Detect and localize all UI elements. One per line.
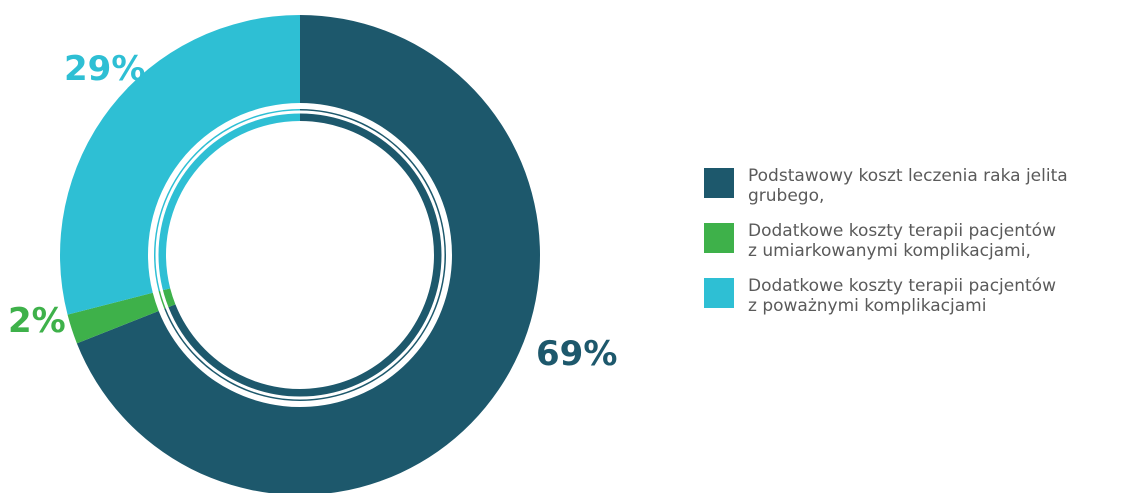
legend-label-moderate-complications: Dodatkowe koszty terapii pacjentów z umi… bbox=[748, 221, 1056, 261]
slice-label-serious-complications: 29% bbox=[64, 49, 145, 89]
legend-label-serious-complications: Dodatkowe koszty terapii pacjentów z pow… bbox=[748, 276, 1056, 316]
slice-label-moderate-complications: 2% bbox=[8, 301, 66, 341]
legend-item-basic-cost: Podstawowy koszt leczenia raka jelita gr… bbox=[704, 166, 1134, 206]
legend-item-moderate-complications: Dodatkowe koszty terapii pacjentów z umi… bbox=[704, 221, 1134, 261]
inner-ring bbox=[154, 109, 447, 401]
inner-white-divider bbox=[155, 110, 445, 400]
legend-swatch-basic-cost bbox=[704, 168, 734, 198]
donut-slices bbox=[59, 15, 540, 493]
slice-label-basic-cost: 69% bbox=[536, 334, 617, 374]
slice-basic-cost bbox=[76, 15, 540, 493]
legend-swatch-serious-complications bbox=[704, 278, 734, 308]
slice-serious-complications bbox=[59, 15, 301, 315]
legend: Podstawowy koszt leczenia raka jelita gr… bbox=[704, 166, 1134, 331]
legend-label-basic-cost: Podstawowy koszt leczenia raka jelita gr… bbox=[748, 166, 1068, 206]
legend-swatch-moderate-complications bbox=[704, 223, 734, 253]
slice-moderate-complications bbox=[67, 292, 159, 344]
legend-item-serious-complications: Dodatkowe koszty terapii pacjentów z pow… bbox=[704, 276, 1134, 316]
